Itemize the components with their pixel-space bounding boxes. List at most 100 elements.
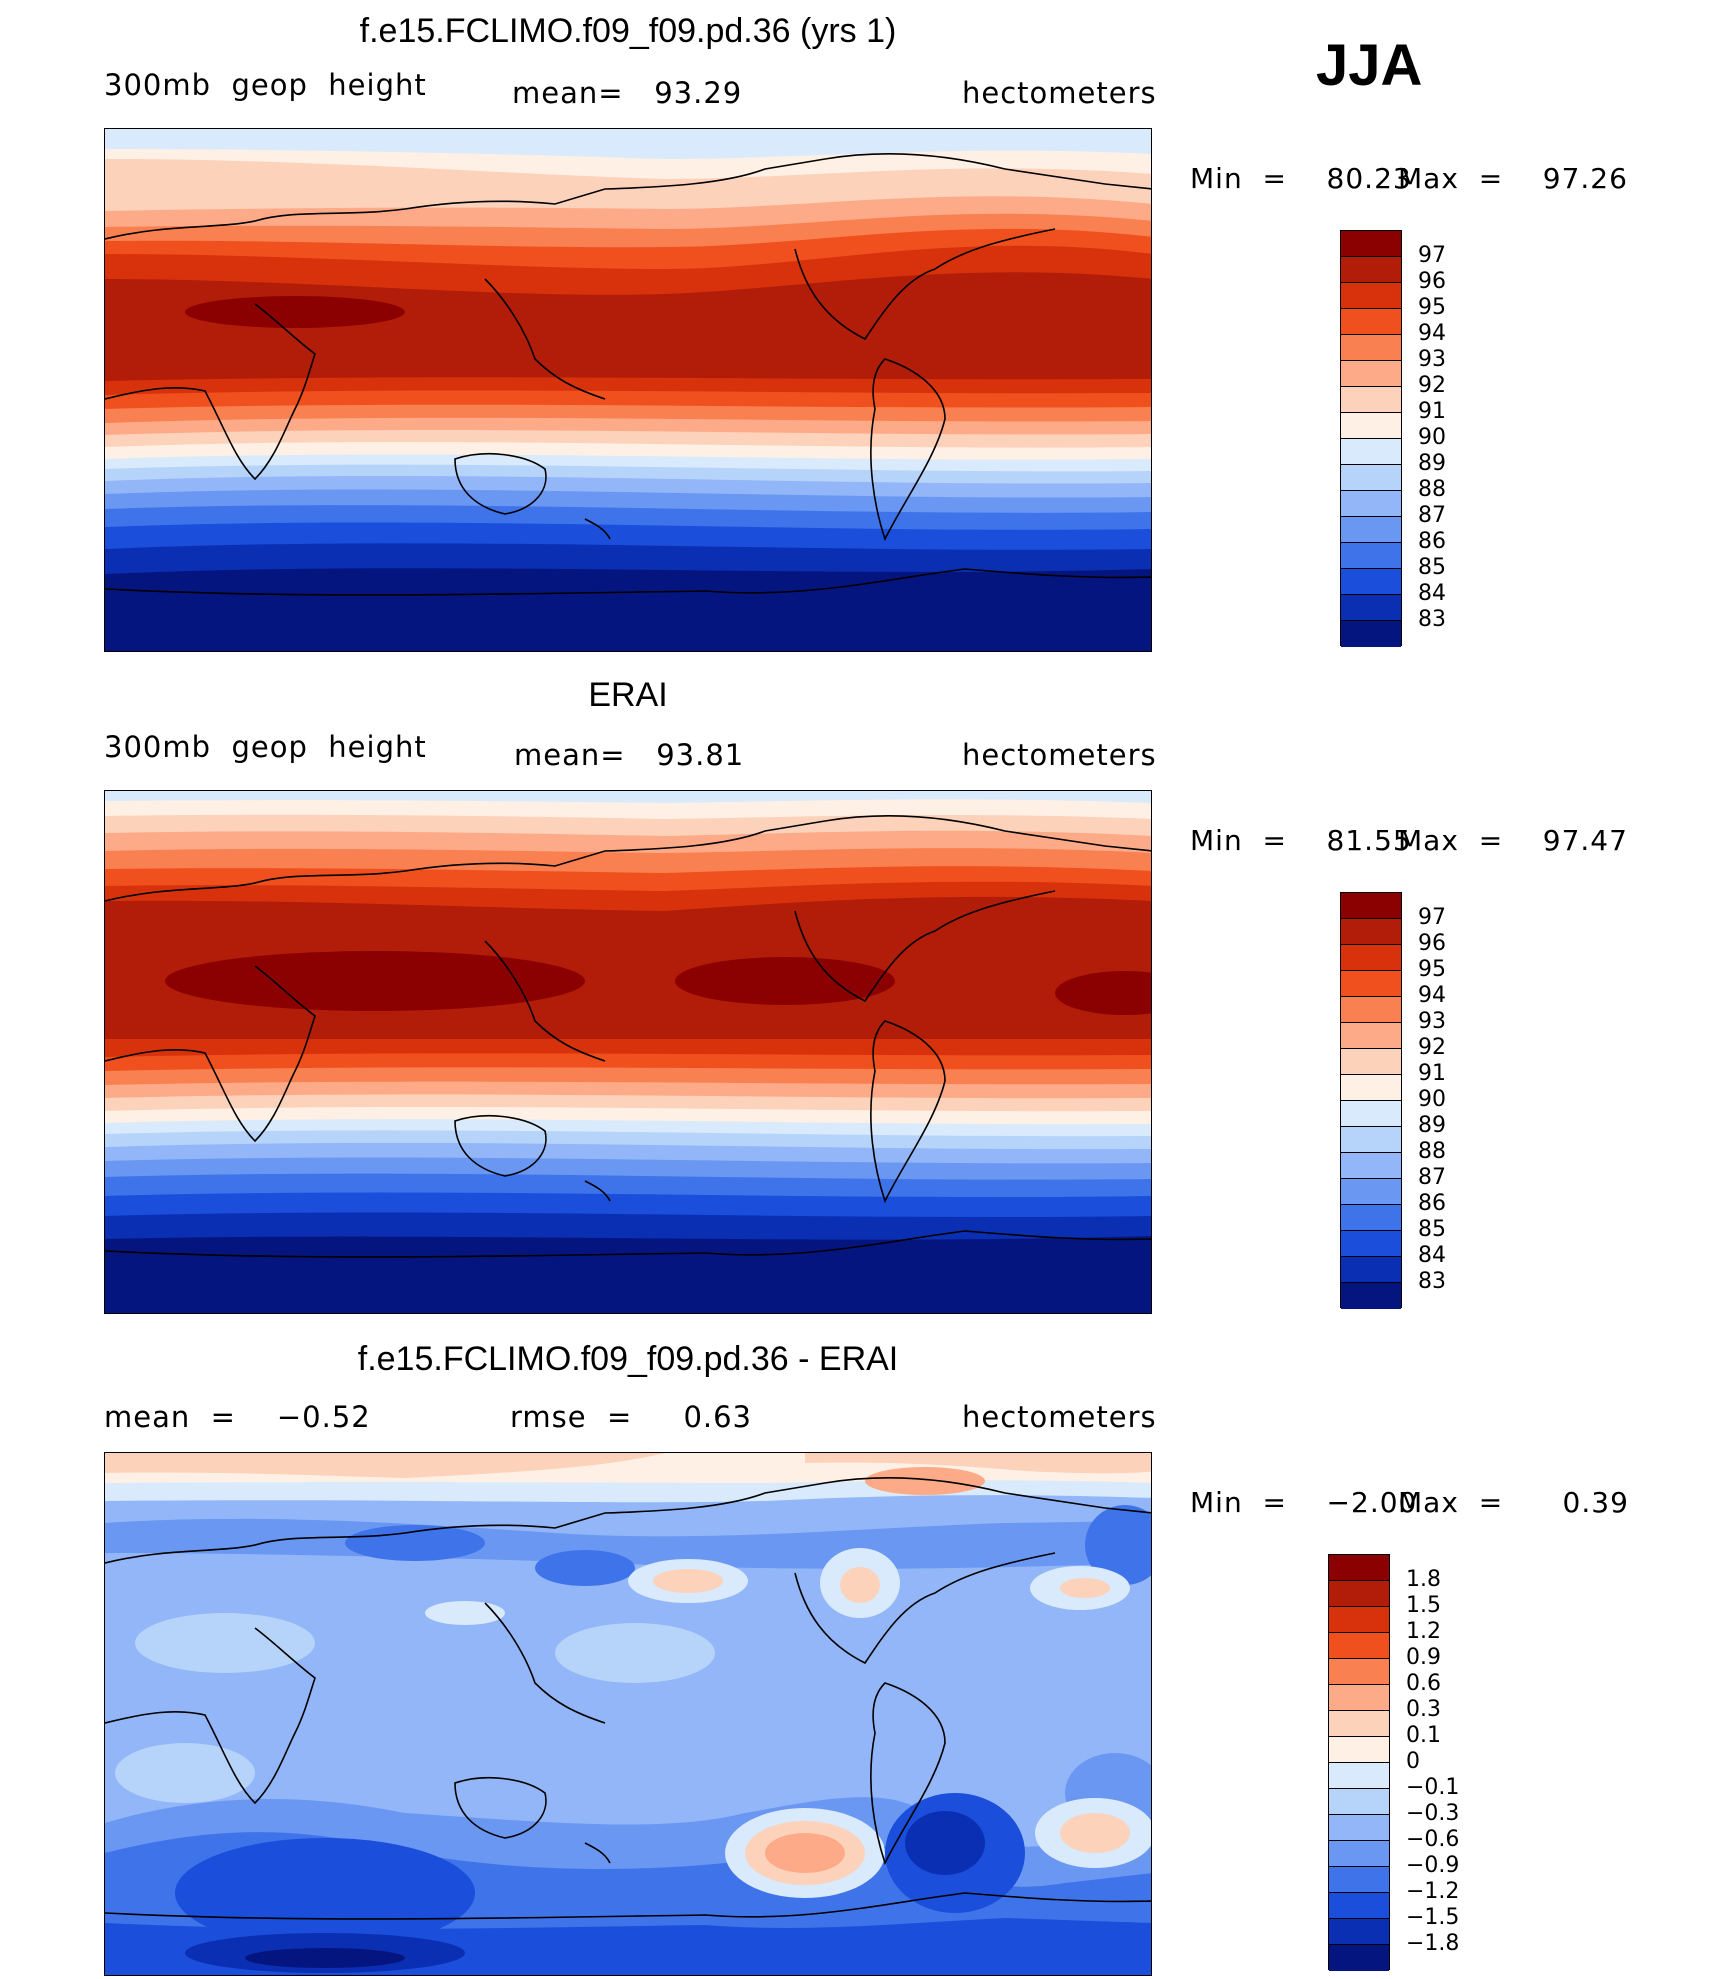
colorbar-swatch: [1341, 439, 1401, 465]
colorbar-tick-label: 91: [1418, 399, 1446, 424]
colorbar-tick-label: 85: [1418, 1217, 1446, 1242]
colorbar-tick-label: 0.1: [1406, 1723, 1441, 1748]
panel-model-colorbar: [1340, 230, 1402, 647]
colorbar-tick-label: −1.2: [1406, 1879, 1460, 1904]
colorbar-tick-label: 0.3: [1406, 1697, 1441, 1722]
colorbar-tick-label: 0: [1406, 1749, 1420, 1774]
season-label: JJA: [1316, 33, 1423, 98]
colorbar-swatch: [1329, 1685, 1389, 1711]
colorbar-tick-label: 89: [1418, 1113, 1446, 1138]
colorbar-swatch: [1341, 491, 1401, 517]
colorbar-swatch: [1329, 1945, 1389, 1971]
panel-obs-map: [104, 790, 1152, 1314]
panel-diff-max-label: Max = 0.39: [1398, 1486, 1629, 1519]
colorbar-tick-label: −1.5: [1406, 1905, 1460, 1930]
colorbar-tick-label: 84: [1418, 581, 1446, 606]
colorbar-tick-label: 95: [1418, 957, 1446, 982]
panel-model-mean-label: mean= 93.29: [512, 76, 743, 110]
panel-obs-variable-label: 300mb geop height: [104, 730, 427, 764]
colorbar-swatch: [1341, 1023, 1401, 1049]
colorbar-tick-label: 94: [1418, 321, 1446, 346]
colorbar-swatch: [1341, 283, 1401, 309]
panel-model-variable-label: 300mb geop height: [104, 68, 427, 102]
colorbar-tick-label: 87: [1418, 503, 1446, 528]
colorbar-swatch: [1329, 1841, 1389, 1867]
colorbar-tick-label: −0.9: [1406, 1853, 1460, 1878]
colorbar-tick-label: 91: [1418, 1061, 1446, 1086]
colorbar-swatch: [1341, 387, 1401, 413]
panel-diff-min-label: Min = −2.00: [1190, 1486, 1418, 1519]
colorbar-tick-label: 97: [1418, 243, 1446, 268]
colorbar-swatch: [1341, 919, 1401, 945]
colorbar-tick-label: 83: [1418, 1269, 1446, 1294]
colorbar-tick-label: 93: [1418, 347, 1446, 372]
colorbar-swatch: [1341, 1283, 1401, 1309]
colorbar-swatch: [1341, 1127, 1401, 1153]
colorbar-tick-label: 1.5: [1406, 1593, 1441, 1618]
colorbar-swatch: [1341, 1153, 1401, 1179]
colorbar-swatch: [1341, 335, 1401, 361]
colorbar-tick-label: 96: [1418, 269, 1446, 294]
colorbar-swatch: [1341, 1101, 1401, 1127]
colorbar-tick-label: 89: [1418, 451, 1446, 476]
colorbar-swatch: [1341, 257, 1401, 283]
colorbar-swatch: [1341, 595, 1401, 621]
colorbar-swatch: [1341, 1179, 1401, 1205]
panel-diff-map: [104, 1452, 1152, 1976]
colorbar-swatch: [1341, 1257, 1401, 1283]
colorbar-tick-label: −0.1: [1406, 1775, 1460, 1800]
colorbar-swatch: [1329, 1815, 1389, 1841]
colorbar-tick-label: −1.8: [1406, 1931, 1460, 1956]
colorbar-swatch: [1341, 413, 1401, 439]
panel-model-units-label: hectometers: [962, 76, 1157, 110]
colorbar-swatch: [1341, 1231, 1401, 1257]
panel-model-map: [104, 128, 1152, 652]
colorbar-tick-label: 93: [1418, 1009, 1446, 1034]
colorbar-tick-label: 88: [1418, 477, 1446, 502]
colorbar-tick-label: 1.8: [1406, 1567, 1441, 1592]
colorbar-tick-label: 86: [1418, 529, 1446, 554]
colorbar-swatch: [1341, 1075, 1401, 1101]
colorbar-swatch: [1341, 543, 1401, 569]
panel-obs-units-label: hectometers: [962, 738, 1157, 772]
colorbar-swatch: [1341, 569, 1401, 595]
panel-model-min-label: Min = 80.23: [1190, 162, 1412, 195]
colorbar-tick-label: 84: [1418, 1243, 1446, 1268]
panel-model-title: f.e15.FCLIMO.f09_f09.pd.36 (yrs 1): [359, 12, 897, 50]
colorbar-swatch: [1341, 893, 1401, 919]
colorbar-tick-label: 83: [1418, 607, 1446, 632]
colorbar-swatch: [1341, 971, 1401, 997]
colorbar-tick-label: 90: [1418, 1087, 1446, 1112]
colorbar-swatch: [1329, 1737, 1389, 1763]
colorbar-tick-label: 85: [1418, 555, 1446, 580]
panel-obs-title: ERAI: [588, 676, 668, 714]
colorbar-tick-label: −0.3: [1406, 1801, 1460, 1826]
colorbar-tick-label: 88: [1418, 1139, 1446, 1164]
colorbar-swatch: [1329, 1893, 1389, 1919]
colorbar-swatch: [1329, 1555, 1389, 1581]
panel-obs-colorbar: [1340, 892, 1402, 1309]
panel-model-max-label: Max = 97.26: [1398, 162, 1628, 195]
colorbar-tick-label: 90: [1418, 425, 1446, 450]
colorbar-tick-label: 95: [1418, 295, 1446, 320]
colorbar-swatch: [1329, 1919, 1389, 1945]
colorbar-tick-label: 94: [1418, 983, 1446, 1008]
panel-diff-title: f.e15.FCLIMO.f09_f09.pd.36 - ERAI: [357, 1340, 899, 1378]
panel-obs-min-label: Min = 81.55: [1190, 824, 1412, 857]
panel-obs-mean-label: mean= 93.81: [514, 738, 745, 772]
panel-diff-mean-label: mean = −0.52: [104, 1400, 371, 1434]
colorbar-tick-label: −0.6: [1406, 1827, 1460, 1852]
colorbar-tick-label: 0.9: [1406, 1645, 1441, 1670]
colorbar-swatch: [1329, 1711, 1389, 1737]
colorbar-swatch: [1341, 997, 1401, 1023]
colorbar-swatch: [1341, 465, 1401, 491]
colorbar-tick-label: 1.2: [1406, 1619, 1441, 1644]
colorbar-tick-label: 96: [1418, 931, 1446, 956]
colorbar-swatch: [1329, 1659, 1389, 1685]
colorbar-swatch: [1329, 1581, 1389, 1607]
panel-obs-contour-field: [105, 791, 1151, 1313]
colorbar-tick-label: 87: [1418, 1165, 1446, 1190]
colorbar-swatch: [1329, 1867, 1389, 1893]
panel-diff-colorbar: [1328, 1554, 1390, 1971]
colorbar-tick-label: 0.6: [1406, 1671, 1441, 1696]
